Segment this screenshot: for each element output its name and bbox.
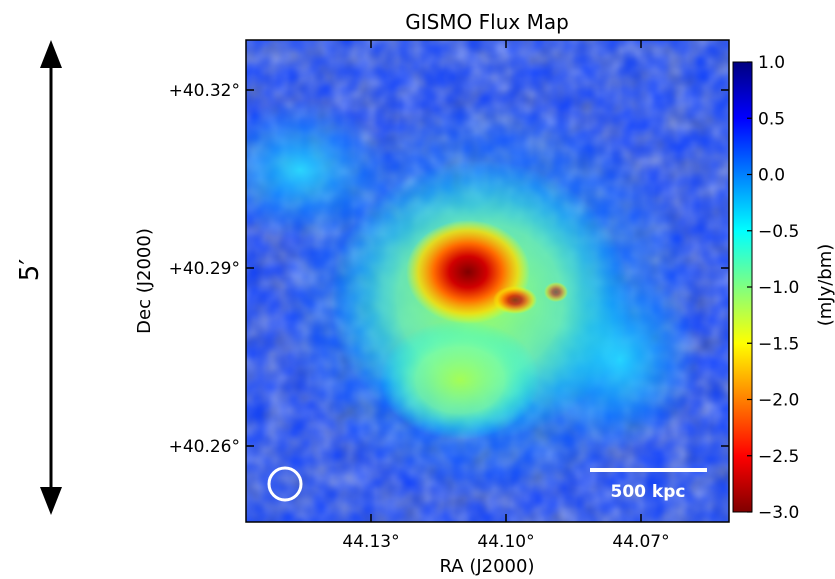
side-scale-label: 5′: [15, 259, 45, 282]
x-tick-label: 44.07°: [612, 532, 669, 552]
colorbar-tick-label: −2.5: [758, 447, 799, 467]
y-tick-label: +40.32°: [169, 81, 240, 101]
chart-title: GISMO Flux Map: [405, 10, 569, 34]
emission-peak-secondary: [544, 282, 568, 302]
scale-bar-label: 500 kpc: [611, 482, 686, 502]
colorbar-label: (mJy/bm): [815, 244, 835, 327]
x-axis: 44.13° 44.10° 44.07°: [342, 40, 670, 552]
arrow-up-icon: [40, 40, 62, 68]
emission-peak-secondary: [493, 286, 537, 314]
colorbar-tick-label: −0.5: [758, 222, 799, 242]
beam-circle: [267, 466, 303, 502]
colorbar-tick-label: −2.0: [758, 391, 799, 411]
x-tick-label: 44.13°: [342, 532, 399, 552]
arrow-down-icon: [40, 487, 62, 515]
colorbar-tick-label: 0.5: [758, 109, 785, 129]
colorbar-tick-label: −1.0: [758, 278, 799, 298]
colorbar-tick-label: −1.5: [758, 334, 799, 354]
flux-heatmap: 500 kpc: [246, 40, 729, 522]
colorbar-tick-label: −3.0: [758, 503, 799, 523]
y-tick-label: +40.26°: [169, 437, 240, 457]
x-axis-label: RA (J2000): [440, 556, 535, 577]
x-tick-label: 44.10°: [477, 532, 534, 552]
plot-frame: [245, 39, 730, 523]
colorbar-tick-label: 1.0: [758, 53, 785, 73]
emission-plateau: [380, 320, 540, 440]
y-tick-label: +40.29°: [169, 259, 240, 279]
y-axis: +40.32° +40.29° +40.26°: [169, 81, 729, 457]
y-axis-label: Dec (J2000): [134, 228, 155, 334]
emission-halo: [246, 100, 390, 240]
colorbar-tick-label: 0.0: [758, 166, 785, 186]
colorbar-axis: 1.0 0.5 0.0 −0.5 −1.0 −1.5 −2.0 −2.5 −3.0: [747, 53, 799, 523]
side-scale-arrow: [40, 40, 62, 515]
